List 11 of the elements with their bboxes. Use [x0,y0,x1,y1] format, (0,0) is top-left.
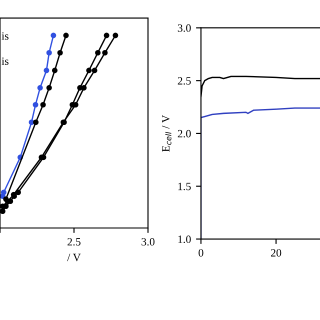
y-tick-label: 1.0 [178,236,191,244]
y-tick-label: 3.0 [178,24,191,32]
y-axis-title: E$_{cell}$ / V [162,114,172,152]
x-tick-label: 20 [270,249,282,257]
x-axis-title: / V [67,254,81,262]
y-tick-label: 2.5 [178,77,191,85]
annotation: is [2,57,8,65]
x-tick-label: 0 [198,249,204,257]
annotation: is [2,32,8,40]
y-tick-label: 2.0 [178,130,191,138]
y-tick-label: 1.5 [178,182,191,190]
